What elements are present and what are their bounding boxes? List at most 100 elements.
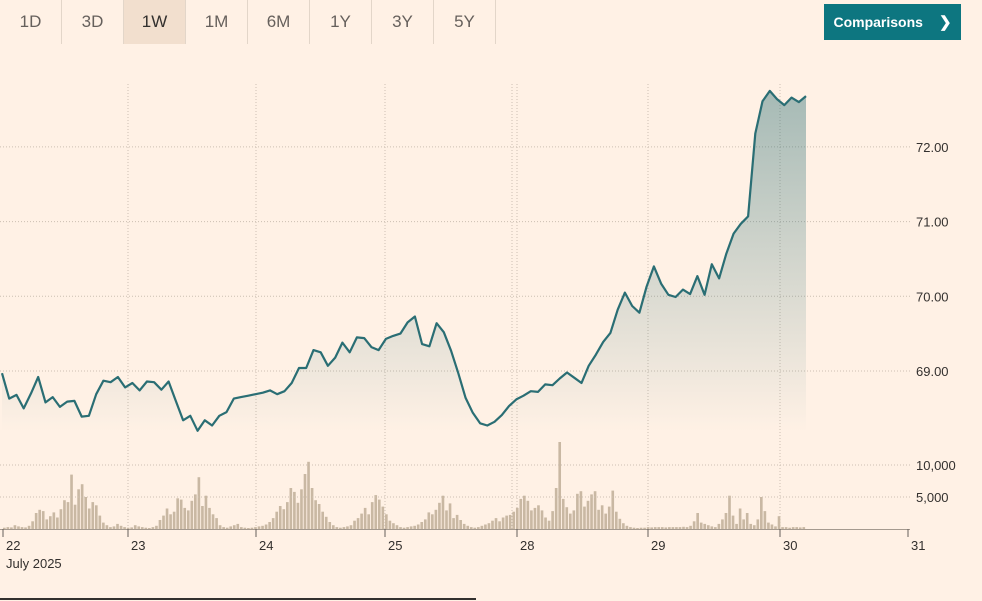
volume-bar [611, 490, 615, 529]
volume-bar [190, 500, 194, 529]
volume-bar [271, 518, 275, 529]
volume-bar [261, 525, 264, 529]
y-tick-label: 72.00 [916, 140, 949, 155]
volume-bar [533, 507, 537, 529]
volume-bar [144, 527, 148, 529]
volume-bar [636, 528, 639, 529]
volume-bar [689, 525, 692, 529]
volume-bar [802, 527, 806, 529]
volume-bar [254, 527, 257, 529]
volume-bar [402, 527, 406, 529]
volume-bar [406, 527, 409, 529]
volume-bar [614, 511, 618, 529]
volume-bar [41, 511, 45, 529]
volume-bar [735, 523, 738, 529]
volume-bar [27, 525, 31, 529]
volume-bar [374, 495, 378, 529]
volume-bar [579, 491, 583, 529]
tab-3y[interactable]: 3Y [372, 0, 434, 44]
tab-1d[interactable]: 1D [0, 0, 62, 44]
volume-bar [784, 527, 788, 529]
volume-bar [289, 488, 293, 529]
volume-bar [586, 500, 590, 529]
volume-bar [94, 505, 98, 529]
y-tick-label: 71.00 [916, 215, 949, 230]
volume-bar [243, 527, 247, 529]
volume-bar [52, 512, 56, 529]
volume-bar [554, 488, 558, 529]
x-tick-label: 31 [911, 538, 925, 553]
volume-bar [473, 527, 477, 529]
tab-1m[interactable]: 1M [186, 0, 248, 44]
volume-bar [363, 507, 367, 529]
volume-bar [455, 514, 459, 529]
range-tabs: 1D 3D 1W 1M 6M 1Y 3Y 5Y [0, 0, 496, 44]
volume-bar [622, 523, 625, 529]
comparisons-button[interactable]: Comparisons ❯ [824, 4, 961, 40]
volume-bar [275, 511, 279, 529]
volume-bar [73, 504, 77, 529]
volume-bar [653, 527, 657, 529]
volume-tick-label: 10,000 [916, 458, 956, 473]
volume-bar [3, 527, 6, 529]
volume-bar [703, 523, 707, 529]
volume-bar [321, 511, 325, 529]
volume-bar [710, 526, 714, 529]
volume-bar [646, 527, 650, 529]
volume-bar [201, 506, 204, 529]
volume-bar [169, 514, 172, 529]
volume-bar [342, 527, 346, 529]
volume-bar [77, 489, 80, 529]
volume-bar [314, 500, 317, 529]
comparisons-label: Comparisons [833, 14, 923, 30]
volume-bar [537, 505, 540, 529]
volume-bar [692, 521, 696, 529]
volume-bar [84, 497, 87, 529]
volume-bar [300, 489, 303, 529]
volume-bar [767, 522, 770, 529]
x-tick-label: 22 [6, 538, 20, 553]
volume-bar [158, 520, 162, 529]
volume-bar [604, 513, 608, 529]
volume-bar [770, 524, 774, 529]
volume-bar [498, 521, 501, 529]
volume-bar [738, 508, 742, 529]
volume-bar [208, 507, 211, 529]
volume-bar [576, 493, 579, 529]
tab-1w[interactable]: 1W [124, 0, 186, 44]
tab-3d[interactable]: 3D [62, 0, 124, 44]
volume-bar [551, 511, 554, 529]
volume-bar [218, 525, 222, 529]
x-tick-label: 24 [259, 538, 273, 553]
volume-bar [317, 504, 321, 529]
volume-bar [714, 527, 717, 529]
volume-bar [544, 517, 547, 529]
volume-bar [278, 506, 282, 529]
tab-1y[interactable]: 1Y [310, 0, 372, 44]
volume-bar [568, 513, 572, 529]
tab-5y[interactable]: 5Y [434, 0, 496, 44]
volume-bar [699, 522, 703, 529]
volume-bar [293, 491, 296, 529]
volume-bar [165, 508, 169, 529]
volume-bar [176, 498, 179, 529]
volume-bar [45, 519, 49, 529]
volume-bar [618, 518, 622, 529]
volume-bar [109, 527, 112, 529]
volume-bar [377, 499, 381, 529]
tab-6m[interactable]: 6M [248, 0, 310, 44]
volume-bar [20, 527, 24, 529]
volume-bar [501, 517, 505, 529]
volume-bar [204, 495, 208, 529]
volume-bar [484, 524, 487, 529]
volume-bar [607, 506, 611, 529]
volume-bar [583, 506, 586, 529]
volume-bar [724, 513, 728, 529]
volume-bar [512, 511, 516, 529]
volume-bar [91, 502, 95, 529]
volume-bar [742, 519, 745, 529]
volume-bar [215, 518, 218, 529]
volume-bar [388, 520, 392, 529]
volume-bar [519, 498, 523, 529]
volume-bar [795, 527, 799, 529]
